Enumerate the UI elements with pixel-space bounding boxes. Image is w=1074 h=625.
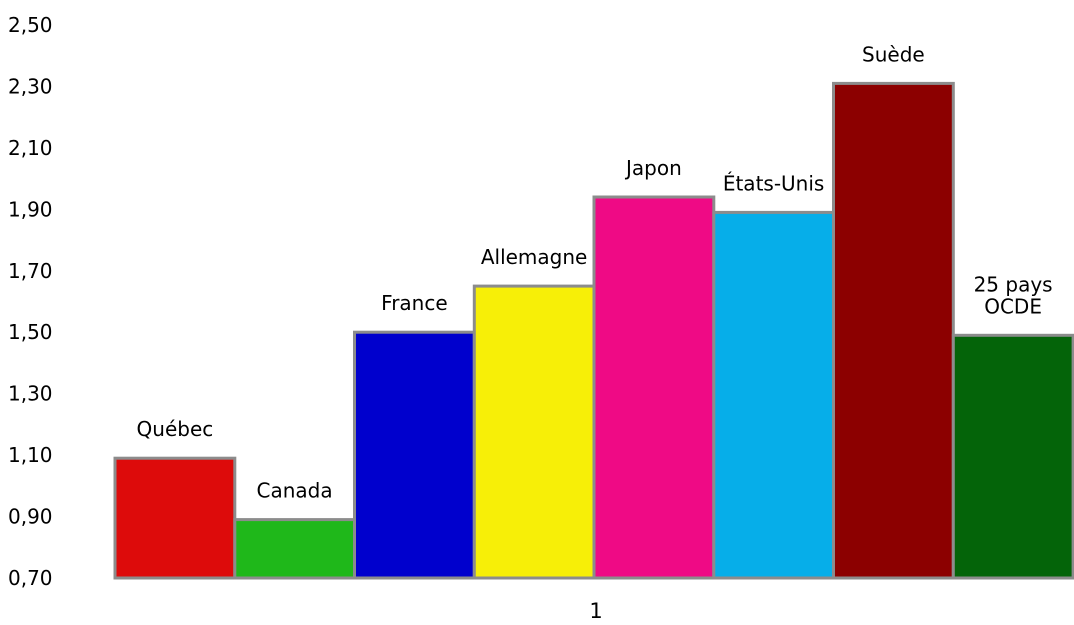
bar xyxy=(233,518,357,580)
bar-label-line: Suède xyxy=(862,42,925,66)
bar xyxy=(832,81,955,580)
bar xyxy=(592,195,716,580)
bar-label: Québec xyxy=(137,417,214,441)
bar-label-line: Québec xyxy=(137,417,214,441)
y-tick-label: 2,10 xyxy=(8,136,53,160)
y-tick-label: 1,90 xyxy=(8,197,53,221)
bar-label-line: France xyxy=(381,291,448,315)
bar xyxy=(712,210,836,580)
y-tick-label: 2,50 xyxy=(8,13,53,37)
bar-label-line: 25 pays xyxy=(974,272,1053,296)
bar xyxy=(951,333,1074,580)
bar xyxy=(113,456,237,580)
y-tick-label: 0,70 xyxy=(8,566,53,590)
bars xyxy=(113,81,1074,580)
y-tick-label: 1,70 xyxy=(8,259,53,283)
bar-label: Allemagne xyxy=(481,245,588,269)
y-tick-label: 2,30 xyxy=(8,74,53,98)
bar-label-line: États-Unis xyxy=(723,171,825,195)
bar-labels: Québec Canada France Allemagne Japon États-Un… xyxy=(137,42,1053,502)
y-tick-label: 1,30 xyxy=(8,382,53,406)
bar-label: États-Unis xyxy=(723,171,825,195)
bar-label: Japon xyxy=(624,156,682,180)
bar-label-line: Japon xyxy=(624,156,682,180)
x-category-label: 1 xyxy=(589,599,602,623)
y-tick-label: 1,10 xyxy=(8,443,53,467)
bar-label-line: OCDE xyxy=(984,294,1042,318)
bar-label-line: Canada xyxy=(257,479,333,503)
bar-label: France xyxy=(381,291,448,315)
y-axis-tick-labels: 0,70 0,90 1,10 1,30 1,50 1,70 1,90 2,10 2,30 2,50 xyxy=(8,13,53,590)
bar-label: 25 pays OCDE xyxy=(974,272,1053,318)
bar xyxy=(353,330,476,580)
bar-label: Canada xyxy=(257,479,333,503)
bar xyxy=(472,284,596,580)
bar-label: Suède xyxy=(862,42,925,66)
bar-label-line: Allemagne xyxy=(481,245,588,269)
y-tick-label: 0,90 xyxy=(8,505,53,529)
y-tick-label: 1,50 xyxy=(8,320,53,344)
